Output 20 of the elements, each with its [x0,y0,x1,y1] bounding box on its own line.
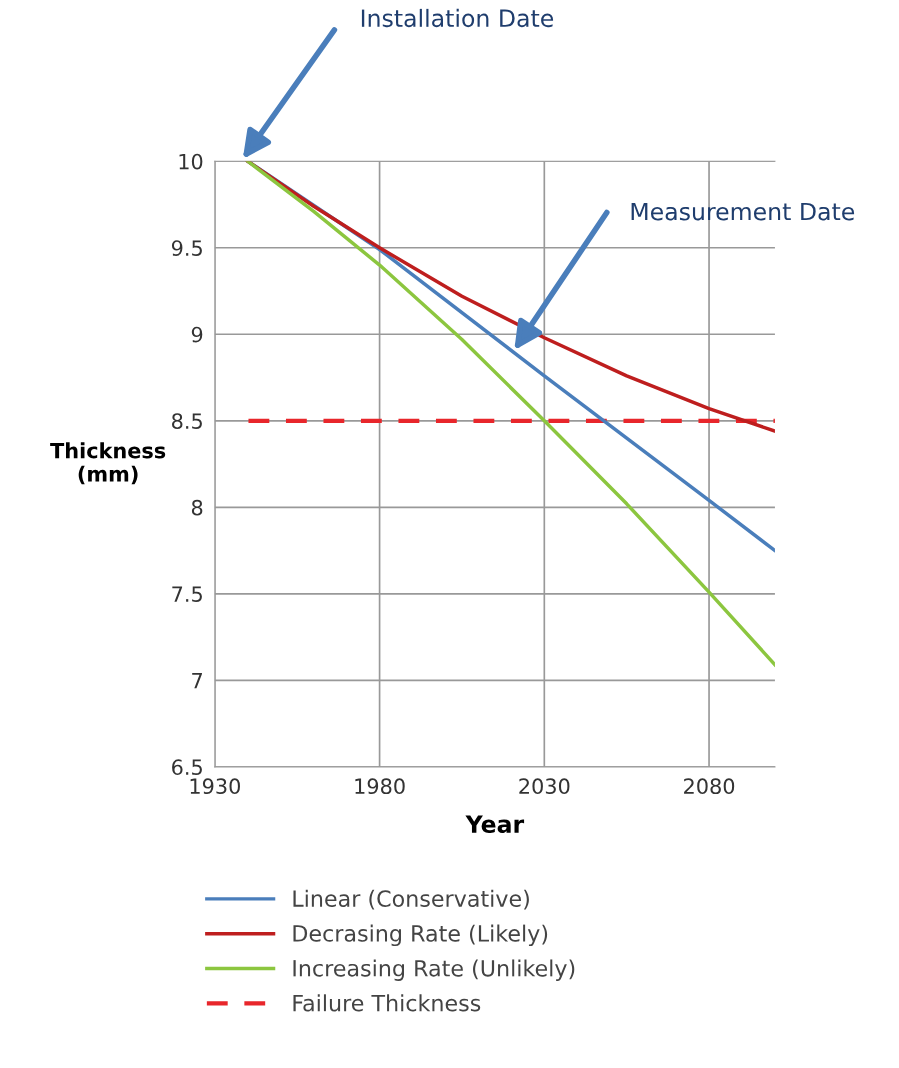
legend-label: Increasing Rate (Unlikely) [293,959,575,981]
x-tick-label: 2030 [519,778,570,795]
y-axis-title: Thickness (mm) [50,442,166,485]
x-tick-label: 2080 [684,778,735,795]
y-tick-label: 7 [192,673,202,689]
y-tick-label: 9 [191,326,203,343]
legend-label: Linear (Conservative) [293,889,529,910]
y-tick-label: 10 [179,153,203,170]
y-tick-label: 8.5 [172,413,202,429]
x-axis-title: Year [465,815,525,834]
y-tick-label: 6.5 [172,759,202,776]
text: Installation Date [361,8,554,28]
legend-label: Decrasing Rate (Likely) [293,924,548,947]
annotation: Measurement Date [631,202,855,221]
y-tick-label: 9.5 [171,240,202,256]
x-tick-label: 1930 [190,778,240,795]
x-tick-label: 1980 [355,778,405,795]
y-tick-label: 7.5 [172,586,202,603]
legend-label: Failure Thickness [293,994,481,1012]
y-tick-label: 8 [191,499,203,516]
